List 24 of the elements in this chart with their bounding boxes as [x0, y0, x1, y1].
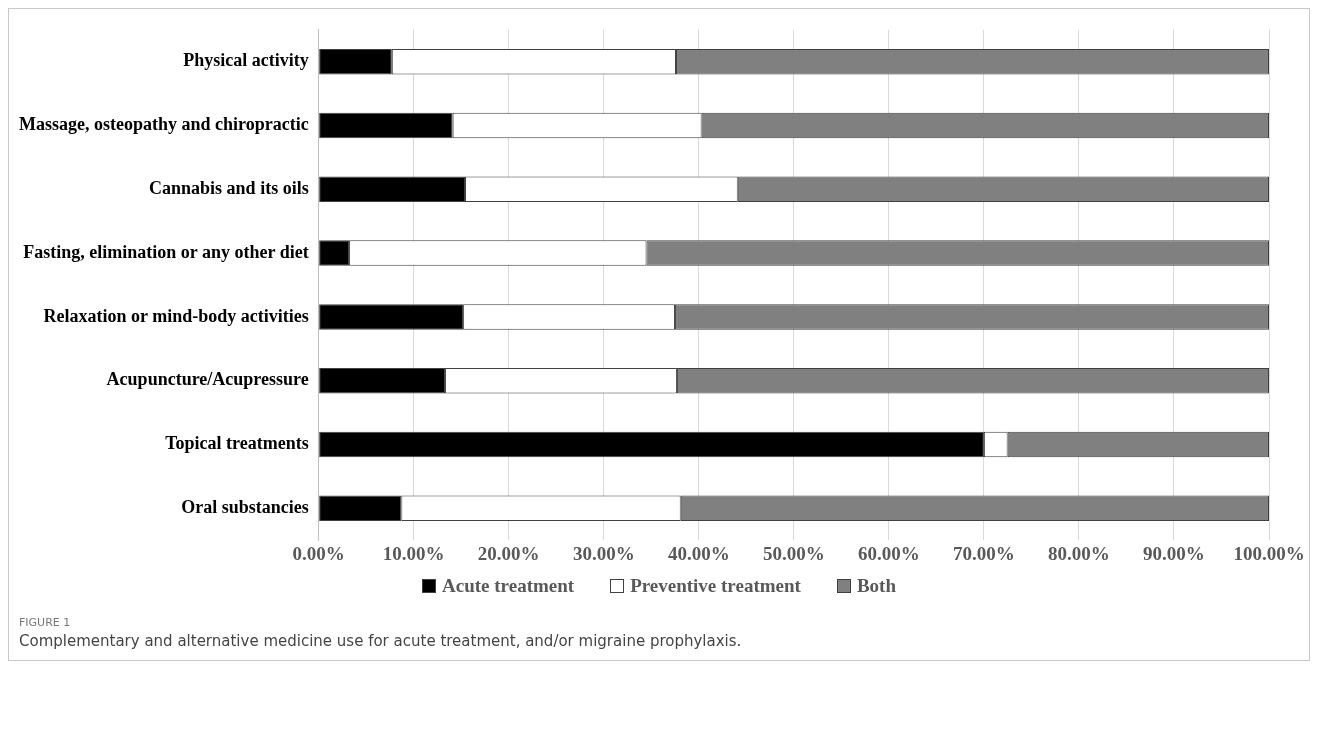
caption: FIGURE 1: [19, 616, 72, 629]
text: Preventive treatment: [630, 575, 801, 597]
x-tick-label: 80.00%: [1048, 542, 1110, 564]
legend-label: Both: [856, 575, 896, 597]
legend-label: Acute treatment: [442, 575, 575, 597]
y-tick-label: Physical activity: [183, 50, 309, 71]
text: Complementary and alternative medicine use for acute treatment, and/or migraine prophylaxis.: [19, 632, 743, 650]
x-tick-label: 10.00%: [382, 542, 445, 564]
y-tick-label: Cannabis and its oils: [149, 177, 309, 198]
x-tick-label: 50.00%: [762, 542, 825, 564]
y-tick-label: Relaxation or mind-body activities: [43, 305, 309, 326]
x-tick-label: 20.00%: [477, 542, 540, 564]
x-tick-label: 100.00%: [1233, 542, 1305, 564]
y-tick-label: Fasting, elimination or any other diet: [23, 241, 309, 262]
x-tick-label: 40.00%: [667, 542, 730, 564]
x-tick-label: 60.00%: [857, 542, 920, 564]
y-tick-label: Topical treatments: [165, 433, 309, 454]
y-tick-label: Acupuncture/Acupressure: [106, 369, 309, 390]
x-tick-label: 30.00%: [572, 542, 635, 564]
x-tick-label: 0.00%: [292, 542, 345, 564]
y-tick-label: Oral substancies: [181, 496, 309, 517]
y-tick-label: Massage, osteopathy and chiropractic: [19, 114, 309, 135]
x-tick-label: 70.00%: [953, 542, 1015, 564]
x-tick-label: 90.00%: [1143, 542, 1205, 564]
